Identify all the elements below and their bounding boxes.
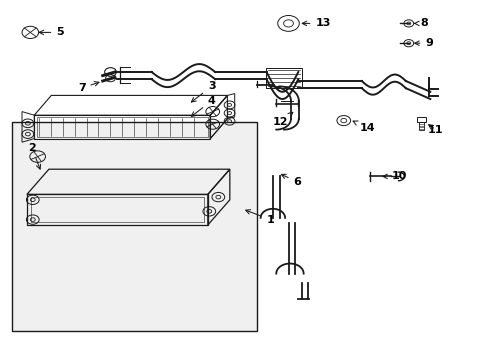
Text: 12: 12 — [272, 112, 292, 127]
Text: 13: 13 — [302, 18, 330, 28]
Text: 11: 11 — [427, 125, 443, 135]
Text: 3: 3 — [191, 81, 215, 102]
Text: 10: 10 — [382, 171, 406, 181]
Text: 2: 2 — [28, 143, 41, 169]
Text: 9: 9 — [414, 38, 432, 48]
Text: 6: 6 — [281, 174, 301, 187]
Bar — [12, 122, 256, 331]
Text: 1: 1 — [245, 210, 274, 225]
Text: 14: 14 — [352, 121, 374, 133]
Bar — [419, 122, 423, 130]
Bar — [416, 117, 425, 122]
Text: 8: 8 — [414, 18, 427, 28]
Text: 5: 5 — [39, 27, 64, 37]
Text: 4: 4 — [191, 96, 215, 116]
Text: 7: 7 — [78, 82, 99, 93]
